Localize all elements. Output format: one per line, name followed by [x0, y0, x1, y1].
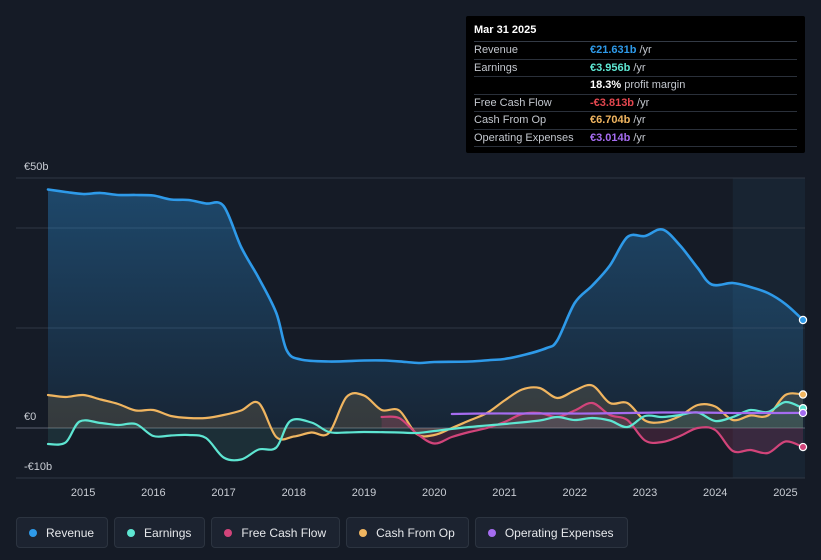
free-cash-flow-end-marker [798, 442, 808, 452]
legend-label: Earnings [144, 525, 192, 540]
operating-expenses-line [450, 411, 805, 416]
legend-item-free-cash-flow[interactable]: Free Cash Flow [211, 517, 341, 548]
revenue-line [46, 188, 805, 365]
tooltip-row-unit: /yr [637, 96, 650, 109]
tooltip-row-value: €3.956b [590, 61, 631, 74]
series-lines [46, 188, 805, 462]
x-axis-label: 2016 [141, 487, 165, 499]
tooltip-row-label [474, 77, 590, 94]
tooltip-row-label: Cash From Op [474, 114, 547, 126]
tooltip-row-label: Revenue [474, 44, 519, 56]
cash-from-op-area [48, 384, 803, 440]
tooltip-row-unit: /yr [633, 131, 646, 144]
x-axis-label: 2023 [633, 487, 657, 499]
chart-legend: Revenue Earnings Free Cash Flow Cash From O… [16, 517, 628, 548]
tooltip-row-value: €3.014b [590, 131, 631, 144]
x-axis-label: 2024 [703, 487, 727, 499]
y-axis-label: -€10b [24, 461, 52, 473]
y-axis-label: €50b [24, 161, 48, 173]
tooltip-row: Free Cash Flow -€3.813b/yr [474, 95, 797, 112]
operating-expenses-end-marker [798, 408, 808, 418]
revenue-end-marker [798, 315, 808, 325]
tooltip-row-unit: profit margin [624, 79, 686, 91]
legend-item-earnings[interactable]: Earnings [114, 517, 206, 548]
x-axis-label: 2020 [422, 487, 446, 499]
x-axis-label: 2022 [563, 487, 587, 499]
cash-from-op-end-marker [798, 390, 808, 399]
tooltip-row: Cash From Op €6.704b/yr [474, 112, 797, 130]
series-end-markers [798, 315, 808, 452]
tooltip-row-label: Operating Expenses [474, 131, 574, 144]
x-axis-label: 2021 [492, 487, 516, 499]
legend-item-cash-from-op[interactable]: Cash From Op [346, 517, 469, 548]
tooltip-row-value: 18.3% [590, 79, 622, 91]
x-axis-labels: 2015 2016 2017 2018 2019 2020 2021 2022 2023 2024… [71, 487, 798, 499]
revenue-area [48, 189, 803, 428]
tooltip-row: 18.3% profit margin [474, 77, 797, 95]
y-axis-labels: €50b €0 -€10b [24, 161, 52, 473]
x-axis-label: 2019 [352, 487, 376, 499]
legend-label: Revenue [46, 525, 95, 540]
series-areas [48, 189, 803, 461]
legend-dot-icon [224, 528, 233, 537]
tooltip-row-value: €6.704b [590, 114, 631, 126]
tooltip-row-unit: /yr [639, 44, 652, 56]
tooltip-row-label: Earnings [474, 61, 518, 74]
legend-dot-icon [127, 528, 136, 537]
legend-dot-icon [359, 528, 368, 537]
y-axis-label: €0 [24, 411, 36, 423]
free-cash-flow-line [380, 401, 805, 455]
data-tooltip: Mar 31 2025 Revenue €21.631b/yr Earnings €3… [466, 16, 805, 153]
cash-from-op-line [46, 383, 805, 441]
x-axis-label: 2018 [282, 487, 306, 499]
legend-item-operating-expenses[interactable]: Operating Expenses [474, 517, 628, 548]
x-axis-label: 2017 [211, 487, 235, 499]
legend-item-revenue[interactable]: Revenue [16, 517, 109, 548]
tooltip-date: Mar 31 2025 [474, 24, 797, 42]
legend-label: Free Cash Flow [241, 525, 327, 540]
tooltip-row: Revenue €21.631b/yr [474, 42, 797, 60]
x-axis-label: 2015 [71, 487, 95, 499]
legend-label: Operating Expenses [504, 525, 614, 540]
tooltip-row-unit: /yr [633, 61, 646, 74]
legend-dot-icon [29, 528, 37, 537]
legend-dot-icon [487, 528, 496, 537]
tooltip-row-unit: /yr [633, 114, 646, 126]
tooltip-row-label: Free Cash Flow [474, 96, 552, 109]
tooltip-row: Operating Expenses €3.014b/yr [474, 130, 797, 147]
tooltip-row-value: -€3.813b [590, 96, 635, 109]
tooltip-row: Earnings €3.956b/yr [474, 60, 797, 77]
tooltip-row-value: €21.631b [590, 44, 637, 56]
x-axis-label: 2025 [773, 487, 797, 499]
legend-label: Cash From Op [376, 525, 455, 540]
